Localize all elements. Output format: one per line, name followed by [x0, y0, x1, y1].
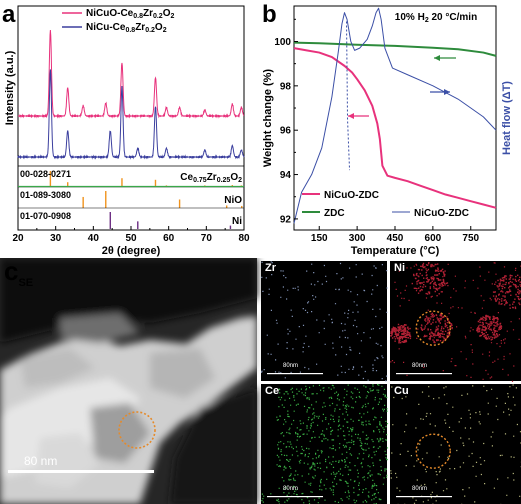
- ref-phase-label: Ce0.75Zr0.25O2: [180, 172, 242, 184]
- x-axis-label: Temperature (°C): [351, 245, 440, 257]
- map-scale-bar: [267, 496, 323, 498]
- x-tick-label: 300: [349, 233, 366, 244]
- x-tick-label: 450: [387, 233, 404, 244]
- eds-map-background: [390, 261, 521, 381]
- map-scale-label: 80nm: [412, 486, 428, 492]
- eds-map-background: [390, 384, 521, 504]
- eds-map-zr: [261, 261, 388, 382]
- highlight-circle: [118, 411, 156, 449]
- x-tick-label: 600: [425, 233, 442, 244]
- pink-arrow-head: [348, 113, 354, 119]
- x-tick-label: 150: [311, 233, 328, 244]
- map-scale-bar: [396, 373, 452, 375]
- scale-bar: [8, 470, 154, 473]
- ref-phase-label: Ni: [232, 216, 242, 227]
- y-tick-label: 94: [280, 170, 292, 181]
- ref-card-label: 00-028-0271: [20, 169, 71, 179]
- xrd-panel: 00-028-0271 Ce0.75Zr0.25O2 01-089-3080 NiO 0…: [2, 1, 250, 257]
- legend-entry: NiCuO-ZDC: [414, 208, 469, 219]
- x-tick-label: 750: [462, 233, 479, 244]
- map-scale-label: 80nm: [283, 363, 299, 369]
- panel-letter-a: a: [2, 1, 16, 28]
- tga-series-0: [293, 47, 497, 209]
- legend-entry: NiCuO-ZDC: [324, 190, 379, 201]
- panel-letter-c: cSE: [4, 256, 34, 290]
- x-tick-label: 30: [50, 233, 62, 244]
- legend-entry: NiCu-Ce0.8Zr0.2O2: [86, 22, 167, 34]
- y-tick-label: 92: [280, 214, 292, 225]
- eds-map-ni: [390, 261, 521, 382]
- eds-map-label: Ce: [265, 385, 280, 397]
- legend-entry: NiCuO-Ce0.8Zr0.2O2: [86, 8, 174, 20]
- legend-entry: ZDC: [324, 208, 345, 219]
- y-axis-label: Intensity (a.u.): [4, 50, 16, 125]
- tga-series-1: [293, 41, 497, 57]
- chart-title: 10% H2 20 °C/min: [395, 12, 477, 24]
- map-scale-bar: [267, 373, 323, 375]
- tem-panel: cSE 80 nm Zr 80nm Ni 80nm Ce 80nm Cu 80nm: [0, 256, 521, 504]
- highlight-circle: [415, 310, 451, 346]
- x-tick-label: 60: [163, 233, 175, 244]
- eds-map-background: [261, 384, 387, 504]
- tem-image: [0, 258, 257, 504]
- panel-letter-b: b: [262, 1, 277, 28]
- scale-label: 80 nm: [24, 454, 58, 468]
- tga-series-2: [293, 7, 497, 224]
- eds-map-dots: [390, 384, 521, 504]
- highlight-circle: [415, 433, 451, 469]
- eds-map-cu: [390, 384, 521, 504]
- xrd-series-0: [17, 30, 245, 119]
- x-tick-label: 40: [88, 233, 100, 244]
- map-scale-label: 80nm: [283, 486, 299, 492]
- xrd-series-1: [17, 69, 245, 160]
- tga-panel: 10% H2 20 °C/min 150 300 450 600 750 92 94 96 98 1…: [262, 1, 513, 257]
- x-tick-label: 50: [125, 233, 137, 244]
- ref-card-label: 01-089-3080: [20, 190, 71, 200]
- blue-arrow-head: [444, 89, 450, 95]
- y-tick-label: 96: [280, 126, 292, 137]
- green-arrow-head: [434, 55, 440, 61]
- y-axis-label: Weight change (%): [262, 69, 274, 168]
- eds-map-label: Zr: [265, 262, 276, 274]
- y-tick-label: 100: [274, 37, 291, 48]
- x-tick-label: 70: [201, 233, 213, 244]
- ref-phase-label: NiO: [224, 195, 242, 206]
- eds-map-label: Cu: [394, 385, 409, 397]
- eds-map-label: Ni: [394, 262, 405, 274]
- x-tick-label: 80: [238, 233, 250, 244]
- map-scale-label: 80nm: [412, 363, 428, 369]
- y-tick-label: 98: [280, 81, 292, 92]
- eds-map-ce: [261, 384, 389, 504]
- x-tick-label: 20: [12, 233, 24, 244]
- y2-axis-label: Heat flow (ΔT): [501, 81, 513, 155]
- x-axis-label: 2θ (degree): [102, 245, 161, 257]
- eds-map-dots: [261, 261, 388, 382]
- ref-card-label: 01-070-0908: [20, 211, 71, 221]
- map-scale-bar: [396, 496, 452, 498]
- heat-flow-dashed: [346, 21, 351, 171]
